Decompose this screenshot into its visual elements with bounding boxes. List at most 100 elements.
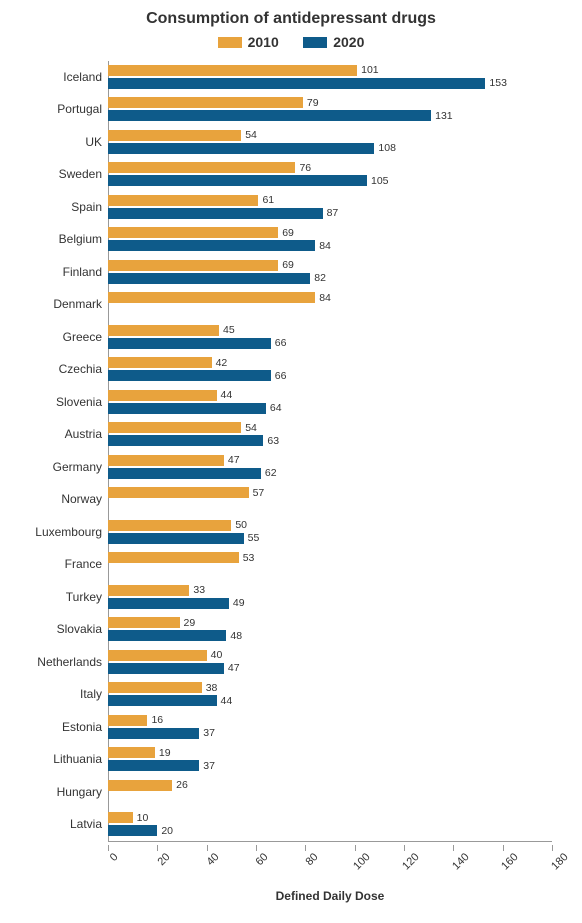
- bar-2020: 64: [108, 403, 266, 414]
- bar-group: 3844: [108, 678, 552, 711]
- bar-value-label: 76: [295, 162, 311, 174]
- bar-group: 1020: [108, 808, 552, 841]
- bar-value-label: 44: [217, 695, 233, 707]
- bar-2010: 54: [108, 422, 241, 433]
- y-axis-label: Greece: [20, 330, 102, 344]
- bar-value-label: 10: [133, 812, 149, 824]
- bar-2020: 62: [108, 468, 261, 479]
- x-tick: 0: [108, 845, 109, 851]
- bar-group: 101153: [108, 61, 552, 94]
- bar-group: 26: [108, 776, 552, 809]
- chart-title: Consumption of antidepressant drugs: [20, 10, 562, 28]
- y-axis-label: Netherlands: [20, 655, 102, 669]
- bar-group: 5463: [108, 418, 552, 451]
- x-tick-label: 140: [450, 851, 471, 872]
- legend-swatch-2020: [303, 37, 327, 48]
- bar-group: 4566: [108, 321, 552, 354]
- bar-value-label: 44: [217, 389, 233, 401]
- bar-2020: 131: [108, 110, 431, 121]
- bar-2010: 101: [108, 65, 357, 76]
- x-tick: 180: [552, 845, 553, 851]
- x-tick-line: [503, 845, 504, 851]
- y-axis-label: Slovakia: [20, 622, 102, 636]
- bar-value-label: 49: [229, 597, 245, 609]
- bar-group: 76105: [108, 158, 552, 191]
- bar-group: 69 82: [108, 256, 552, 289]
- bar-group: 1637: [108, 711, 552, 744]
- bar-group: 4047: [108, 646, 552, 679]
- x-axis-line: [108, 841, 552, 842]
- bar-value-label: 105: [367, 175, 389, 187]
- x-tick-line: [355, 845, 356, 851]
- x-tick: 60: [256, 845, 257, 851]
- bar-value-label: 20: [157, 825, 173, 837]
- bar-2010: 79: [108, 97, 303, 108]
- bar-2010: 45: [108, 325, 219, 336]
- x-tick-line: [157, 845, 158, 851]
- y-axis-label: Hungary: [20, 785, 102, 799]
- y-axis-label: Finland: [20, 265, 102, 279]
- bar-2020: 37: [108, 728, 199, 739]
- bar-group: 1937: [108, 743, 552, 776]
- bar-value-label: 84: [315, 292, 331, 304]
- bar-value-label: 19: [155, 747, 171, 759]
- bar-2010: 84: [108, 292, 315, 303]
- y-axis-label: UK: [20, 135, 102, 149]
- bar-2010: 33: [108, 585, 189, 596]
- bar-group: 53: [108, 548, 552, 581]
- y-axis-label: Slovenia: [20, 395, 102, 409]
- bar-value-label: 29: [180, 617, 196, 629]
- bar-value-label: 69: [278, 259, 294, 271]
- bar-group: 44 64: [108, 386, 552, 419]
- bar-value-label: 16: [147, 714, 163, 726]
- bar-value-label: 57: [249, 487, 265, 499]
- bar-group: 2948: [108, 613, 552, 646]
- legend-label-2020: 2020: [333, 34, 364, 50]
- bar-2020: 105: [108, 175, 367, 186]
- x-tick-label: 120: [401, 851, 422, 872]
- bar-2010: 47: [108, 455, 224, 466]
- x-tick: 100: [355, 845, 356, 851]
- bar-value-label: 108: [374, 142, 396, 154]
- x-axis: 0 20 40 60 80 100 120 140 160 180: [108, 845, 552, 885]
- bar-value-label: 64: [266, 402, 282, 414]
- y-axis-label: Estonia: [20, 720, 102, 734]
- bar-group: 33 49: [108, 581, 552, 614]
- x-tick: 20: [157, 845, 158, 851]
- x-tick-label: 100: [351, 851, 372, 872]
- y-axis-label: Germany: [20, 460, 102, 474]
- bar-2020: 49: [108, 598, 229, 609]
- bar-2010: 50: [108, 520, 231, 531]
- bar-value-label: 55: [244, 532, 260, 544]
- legend: 2010 2020: [20, 34, 562, 53]
- bar-2020: 37: [108, 760, 199, 771]
- bar-2010: 42: [108, 357, 212, 368]
- bar-2020: 55: [108, 533, 244, 544]
- plot-area: IcelandPortugalUKSwedenSpainBelgiumFinla…: [20, 61, 562, 841]
- bar-value-label: 62: [261, 467, 277, 479]
- x-tick: 40: [207, 845, 208, 851]
- bar-value-label: 131: [431, 110, 453, 122]
- bar-value-label: 79: [303, 97, 319, 109]
- bar-group: 54108: [108, 126, 552, 159]
- bar-group: 84: [108, 288, 552, 321]
- bar-value-label: 82: [310, 272, 326, 284]
- y-axis-label: Lithuania: [20, 752, 102, 766]
- x-tick-label: 80: [303, 851, 320, 868]
- bar-value-label: 53: [239, 552, 255, 564]
- x-tick-line: [108, 845, 109, 851]
- legend-label-2010: 2010: [248, 34, 279, 50]
- legend-swatch-2010: [218, 37, 242, 48]
- bar-value-label: 54: [241, 422, 257, 434]
- bar-value-label: 33: [189, 584, 205, 596]
- x-tick: 160: [503, 845, 504, 851]
- bar-2020: 48: [108, 630, 226, 641]
- bar-2010: 19: [108, 747, 155, 758]
- bar-2010: 40: [108, 650, 207, 661]
- bar-value-label: 38: [202, 682, 218, 694]
- bar-group: 6187: [108, 191, 552, 224]
- bar-2020: 66: [108, 338, 271, 349]
- x-tick-line: [305, 845, 306, 851]
- bar-2020: 20: [108, 825, 157, 836]
- bar-2020: 87: [108, 208, 323, 219]
